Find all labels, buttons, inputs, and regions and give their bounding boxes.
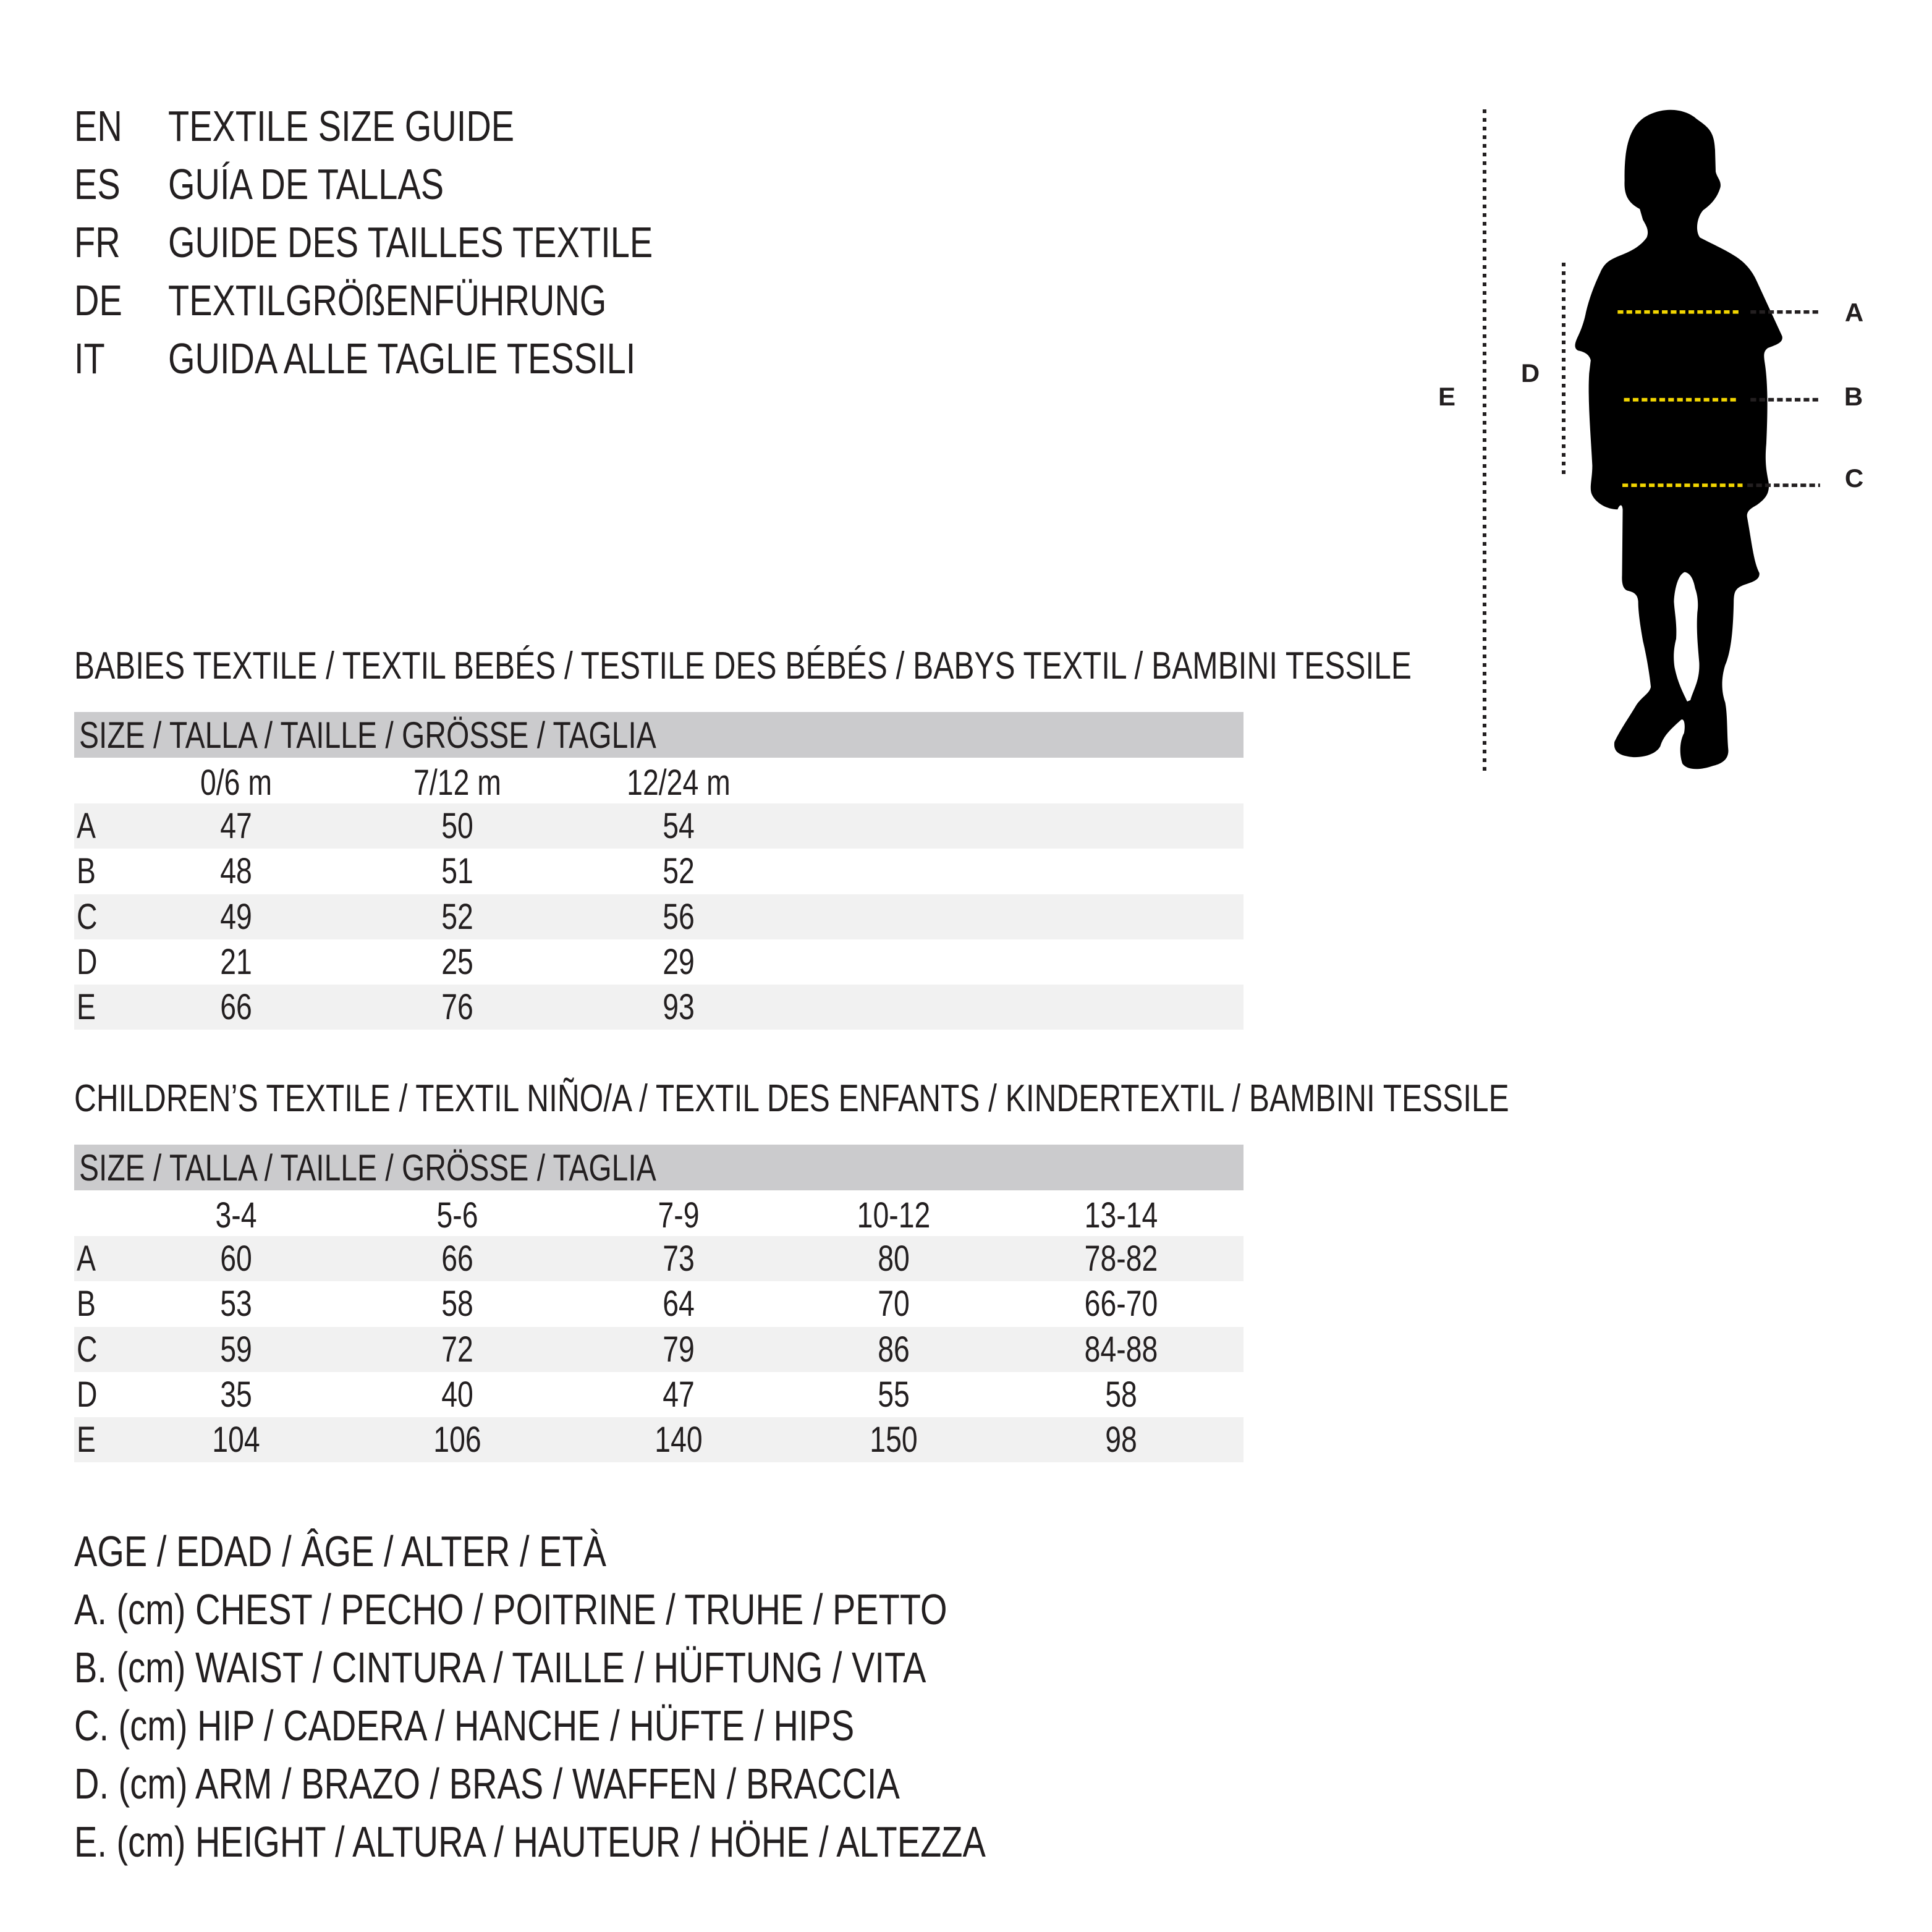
table-cell: 84-88	[1084, 1329, 1158, 1370]
table-cell: 150	[870, 1420, 918, 1460]
lang-code-en: EN	[74, 102, 122, 150]
row-label: A	[77, 806, 96, 846]
column-header: 10-12	[857, 1195, 931, 1235]
lang-code-de: DE	[74, 276, 122, 324]
table-cell: 66	[441, 1239, 473, 1279]
table-cell: 70	[878, 1284, 910, 1324]
title-es: GUÍA DE TALLAS	[168, 160, 444, 208]
legend-chest: A. (cm) CHEST / PECHO / POITRINE / TRUHE…	[74, 1585, 947, 1633]
figure-label-b: B	[1844, 382, 1863, 411]
child-silhouette-icon	[1575, 109, 1820, 769]
legend-hip: C. (cm) HIP / CADERA / HANCHE / HÜFTE / …	[74, 1701, 855, 1750]
table-cell: 98	[1105, 1420, 1137, 1460]
legend-height: E. (cm) HEIGHT / ALTURA / HAUTEUR / HÖHE…	[74, 1818, 986, 1866]
column-header: 13-14	[1084, 1195, 1158, 1235]
row-label: E	[77, 1420, 96, 1460]
table-cell: 52	[441, 896, 473, 937]
legend-waist: B. (cm) WAIST / CINTURA / TAILLE / HÜFTU…	[74, 1643, 926, 1692]
column-header-row: 3-4 5-6 7-9 10-12 13-14	[74, 1193, 1244, 1238]
children-size-header: SIZE / TALLA / TAILLE / GRÖSSE / TAGLIA	[74, 1145, 1244, 1190]
row-label: B	[77, 1284, 96, 1324]
lang-code-es: ES	[74, 160, 121, 208]
measurement-guides	[1483, 109, 1566, 771]
babies-size-header: SIZE / TALLA / TAILLE / GRÖSSE / TAGLIA	[74, 712, 1244, 758]
table-row: A 60 66 73 80 78-82	[74, 1236, 1244, 1281]
legend-arm: D. (cm) ARM / BRAZO / BRAS / WAFFEN / BR…	[74, 1760, 900, 1808]
figure-label-e: E	[1438, 382, 1456, 411]
table-cell: 53	[220, 1284, 252, 1324]
table-cell: 59	[220, 1329, 252, 1370]
table-cell: 64	[663, 1284, 695, 1324]
table-cell: 55	[878, 1374, 910, 1415]
table-row: C 59 72 79 86 84-88	[74, 1326, 1244, 1372]
table-cell: 73	[663, 1239, 695, 1279]
babies-heading: BABIES TEXTILE / TEXTIL BEBÉS / TESTILE …	[74, 645, 1412, 687]
table-cell: 25	[441, 941, 473, 982]
table-cell: 66-70	[1084, 1284, 1158, 1324]
table-cell: 58	[441, 1284, 473, 1324]
row-label: C	[77, 896, 98, 937]
column-header: 7/12 m	[413, 763, 501, 803]
column-header: 5-6	[436, 1195, 478, 1235]
table-row: A 47 50 54	[74, 803, 1244, 849]
column-header: 0/6 m	[200, 763, 273, 803]
table-row: E 104 106 140 150 98	[74, 1417, 1244, 1463]
title-it: GUIDA ALLE TAGLIE TESSILI	[168, 334, 636, 383]
table-cell: 86	[878, 1329, 910, 1370]
row-label: D	[77, 1374, 98, 1415]
column-header: 7-9	[658, 1195, 700, 1235]
table-cell: 21	[220, 941, 252, 982]
table-cell: 29	[663, 941, 695, 982]
table-cell: 50	[441, 806, 473, 846]
table-cell: 60	[220, 1239, 252, 1279]
column-header: 3-4	[215, 1195, 257, 1235]
lang-code-it: IT	[74, 334, 105, 383]
title-en: TEXTILE SIZE GUIDE	[168, 102, 515, 150]
table-cell: 72	[441, 1329, 473, 1370]
table-cell: 56	[663, 896, 695, 937]
table-row: B 48 51 52	[74, 849, 1244, 894]
table-cell: 54	[663, 806, 695, 846]
table-cell: 51	[441, 851, 473, 892]
lang-code-fr: FR	[74, 218, 121, 266]
table-row: E 66 76 93	[74, 985, 1244, 1030]
table-cell: 66	[220, 987, 252, 1028]
figure-label-d: D	[1520, 358, 1540, 388]
table-cell: 52	[663, 851, 695, 892]
table-cell: 40	[441, 1374, 473, 1415]
table-cell: 35	[220, 1374, 252, 1415]
table-cell: 47	[663, 1374, 695, 1415]
table-cell: 78-82	[1084, 1239, 1158, 1279]
table-cell: 93	[663, 987, 695, 1028]
table-cell: 58	[1105, 1374, 1137, 1415]
table-cell: 104	[212, 1420, 260, 1460]
column-header-row: 0/6 m 7/12 m 12/24 m	[74, 760, 1244, 805]
table-cell: 140	[655, 1420, 703, 1460]
table-row: D 35 40 47 55 58	[74, 1372, 1244, 1417]
row-label: C	[77, 1329, 98, 1370]
row-label: D	[77, 941, 98, 982]
table-row: B 53 58 64 70 66-70	[74, 1281, 1244, 1326]
table-cell: 79	[663, 1329, 695, 1370]
table-cell: 76	[441, 987, 473, 1028]
table-cell: 48	[220, 851, 252, 892]
table-cell: 106	[433, 1420, 481, 1460]
table-row: C 49 52 56	[74, 894, 1244, 939]
table-cell: 49	[220, 896, 252, 937]
children-heading: CHILDREN’S TEXTILE / TEXTIL NIÑO/A / TEX…	[74, 1077, 1509, 1120]
title-fr: GUIDE DES TAILLES TEXTILE	[168, 218, 653, 266]
figure-label-a: A	[1844, 298, 1864, 327]
figure-label-c: C	[1844, 464, 1864, 493]
legend-age: AGE / EDAD / ÂGE / ALTER / ETÀ	[74, 1527, 606, 1575]
row-label: B	[77, 851, 96, 892]
table-cell: 80	[878, 1239, 910, 1279]
row-label: A	[77, 1239, 96, 1279]
title-de: TEXTILGRÖßENFÜHRUNG	[168, 276, 607, 324]
table-cell: 47	[220, 806, 252, 846]
table-row: D 21 25 29	[74, 939, 1244, 985]
column-header: 12/24 m	[627, 763, 731, 803]
row-label: E	[77, 987, 96, 1028]
